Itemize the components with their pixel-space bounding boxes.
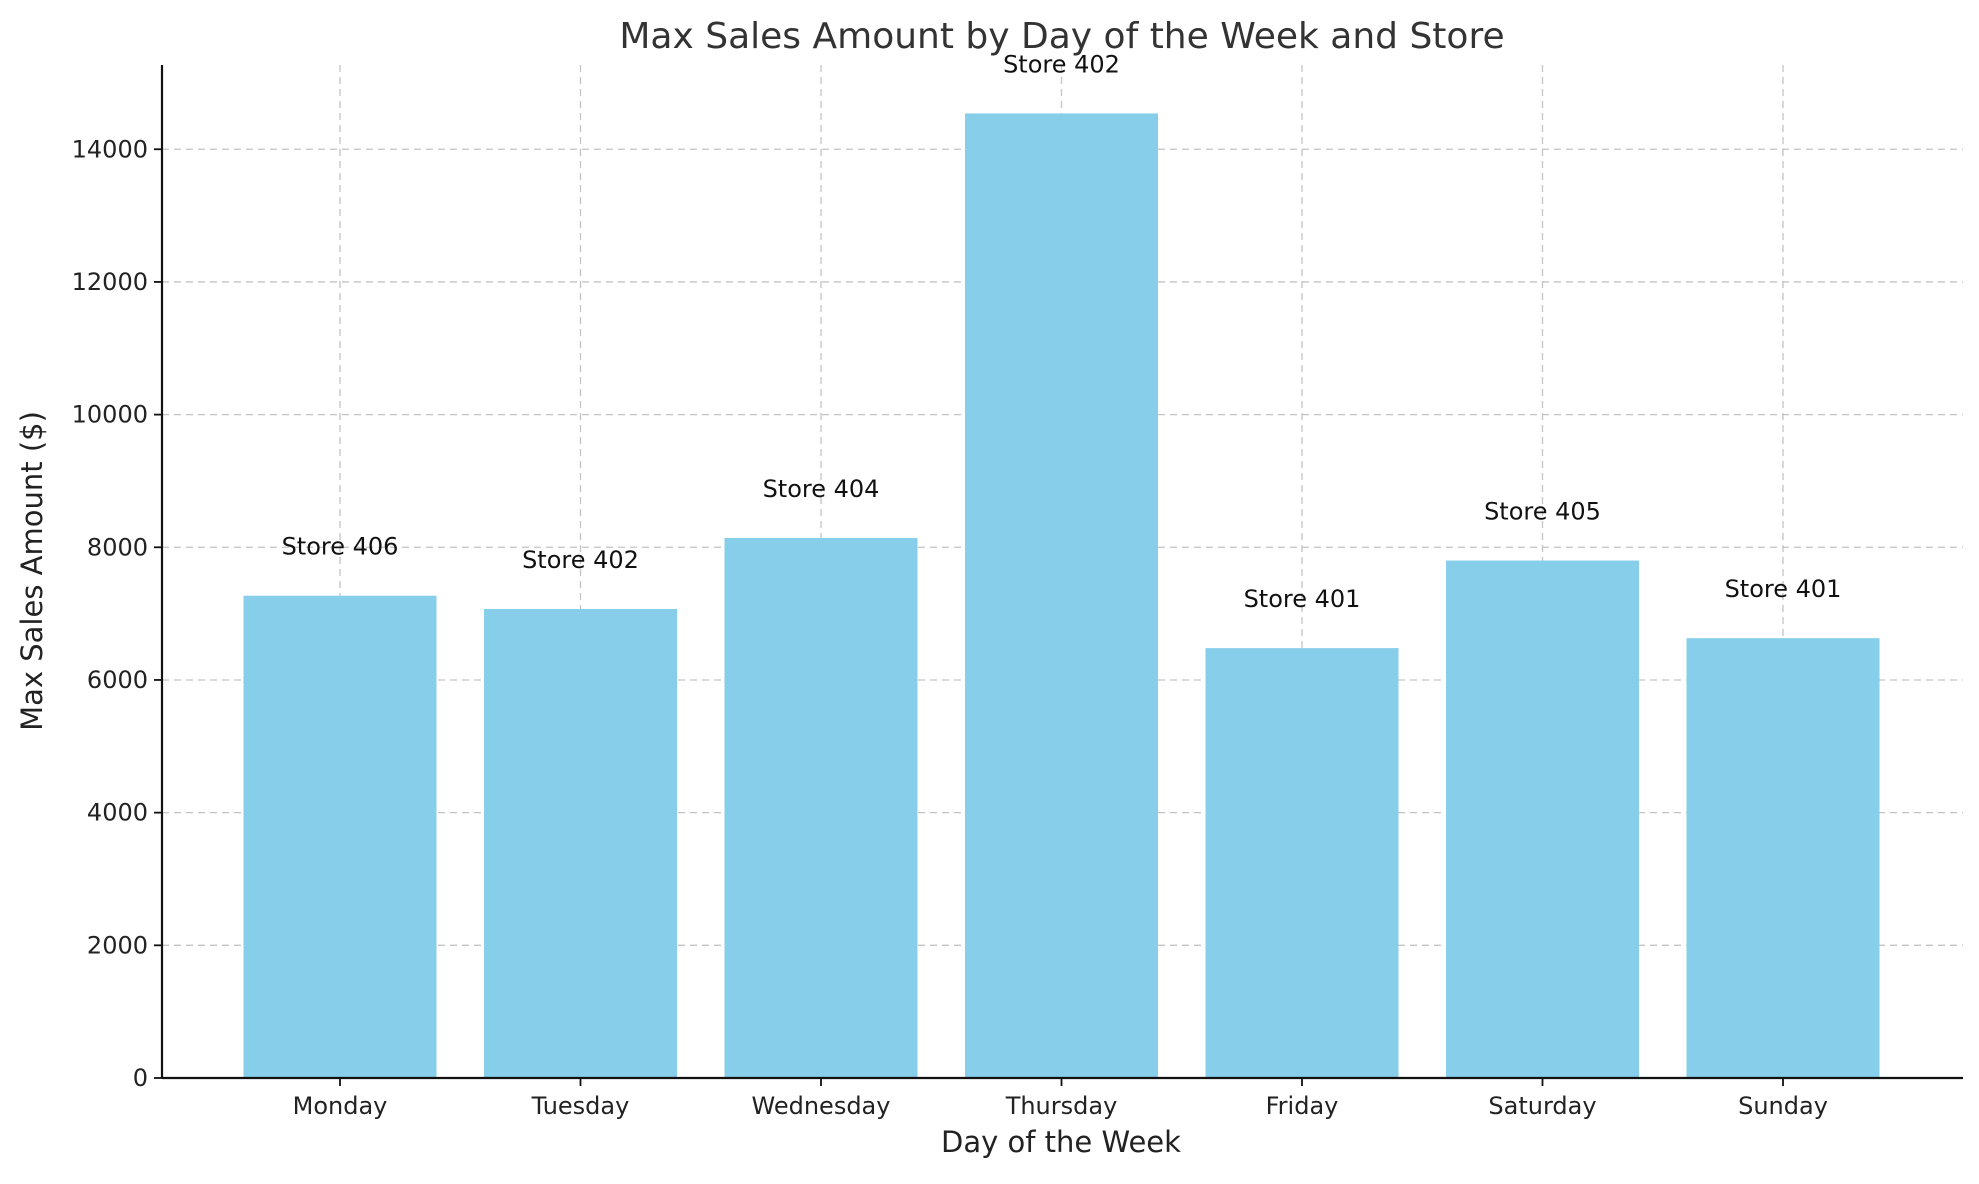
x-tick-label: Friday: [1266, 1092, 1339, 1120]
bar-wednesday: [724, 537, 918, 1078]
x-tick-label: Monday: [293, 1092, 388, 1120]
x-tick-label: Saturday: [1488, 1092, 1596, 1120]
bar-annotation-wednesday: Store 404: [763, 475, 880, 503]
y-tick-label: 14000: [72, 135, 148, 163]
x-tick-label: Wednesday: [752, 1092, 891, 1120]
bar-annotations: Store 406 Store 402 Store 404 Store 402 Stor…: [282, 50, 1842, 613]
axes: [160, 65, 1963, 1080]
bar-thursday: [965, 113, 1158, 1079]
y-tick-label: 6000: [87, 666, 148, 694]
x-tick-label: Tuesday: [531, 1092, 630, 1120]
x-ticks: Monday Tuesday Wednesday Thursday Friday Satu…: [293, 1078, 1828, 1120]
y-tick-label: 0: [133, 1064, 148, 1092]
bar-sunday: [1686, 638, 1880, 1078]
bar-tuesday: [484, 608, 677, 1078]
y-tick-label: 4000: [87, 799, 148, 827]
bar-annotation-friday: Store 401: [1244, 585, 1361, 613]
x-tick-label: Sunday: [1738, 1092, 1828, 1120]
bar-annotation-saturday: Store 405: [1484, 498, 1601, 526]
y-axis-label: Max Sales Amount ($): [15, 411, 49, 731]
y-tick-label: 8000: [87, 533, 148, 561]
x-tick-label: Thursday: [1005, 1092, 1118, 1120]
y-ticks: 0 2000 4000 6000 8000 10000 12000 14000: [72, 135, 162, 1092]
y-tick-label: 12000: [72, 268, 148, 296]
bar-annotation-sunday: Store 401: [1725, 575, 1842, 603]
y-tick-label: 2000: [87, 931, 148, 959]
x-axis-label: Day of the Week: [941, 1125, 1181, 1159]
bar-annotation-monday: Store 406: [282, 533, 399, 561]
bars: [243, 113, 1880, 1079]
chart-title: Max Sales Amount by Day of the Week and …: [619, 16, 1504, 57]
bar-friday: [1205, 648, 1399, 1078]
bar-monday: [243, 595, 437, 1078]
bar-annotation-thursday: Store 402: [1003, 50, 1120, 78]
bar-saturday: [1446, 560, 1639, 1078]
bar-annotation-tuesday: Store 402: [522, 546, 639, 574]
y-tick-label: 10000: [72, 401, 148, 429]
